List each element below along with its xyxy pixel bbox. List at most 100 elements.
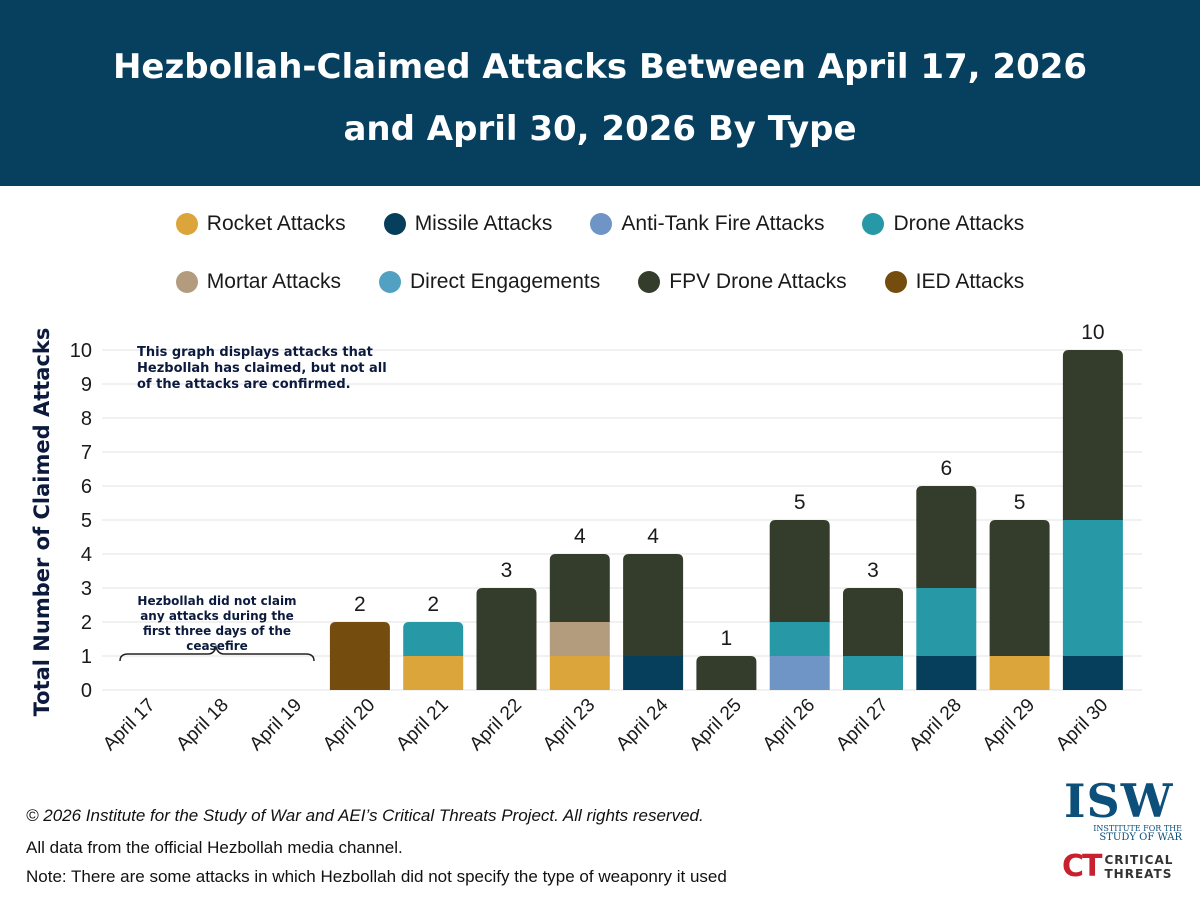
bar-segment-april-27-fpv-drone-attacks [843,588,903,656]
annotation-no-claims-note: Hezbollah did not claim any attacks durin… [137,594,296,653]
chart-title-line-1: Hezbollah-Claimed Attacks Between April … [112,47,1088,87]
bar-segment-april-24-fpv-drone-attacks [623,554,684,656]
legend-swatch-direct-engagements [378,271,401,293]
y-tick-label: 6 [81,476,92,498]
x-tick-label-april-23: April 23 [539,695,599,755]
legend-item-missile: Missile Attacks [383,212,552,236]
legend-item-fpv-drone: FPV Drone Attacks [638,270,847,294]
isw-logo-mark: ISW [1064,774,1174,828]
x-tick-label-april-19: April 19 [246,695,306,755]
bar-segment-april-24-missile-attacks [623,656,684,690]
y-tick-label: 10 [70,340,92,362]
bar-segment-april-23-mortar-attacks [549,622,610,656]
y-tick-label: 0 [81,680,92,702]
legend-swatch-mortar [175,271,198,293]
legend-item-anti-tank: Anti-Tank Fire Attacks [590,212,824,236]
legend-swatch-fpv-drone [638,271,661,293]
y-tick-label: 5 [81,510,92,532]
x-tick-label-april-22: April 22 [466,695,526,755]
isw-logo: ISW INSTITUTE FOR THE STUDY OF WAR [1064,774,1182,843]
chart-title-line-2: and April 30, 2026 By Type [343,109,857,149]
total-label-april-26: 5 [794,491,806,514]
bar-segment-april-20-ied-attacks [329,622,390,690]
legend-item-rocket: Rocket Attacks [175,212,346,236]
total-label-april-30: 10 [1081,321,1104,344]
gridlines [102,349,1142,691]
annotation-brace [119,644,315,662]
total-label-april-22: 3 [501,559,513,582]
bar-segment-april-26-fpv-drone-attacks [769,520,830,622]
x-tick-label-april-26: April 26 [759,695,819,755]
y-tick-label: 8 [81,408,92,430]
legend-label-mortar: Mortar Attacks [206,270,341,293]
bar-segment-april-30-missile-attacks [1062,656,1123,690]
bar-segment-april-30-drone-attacks [1062,520,1123,656]
legend-row-2: Mortar Attacks Direct Engagements FPV Dr… [0,270,1200,294]
bar-segment-april-29-fpv-drone-attacks [989,520,1050,656]
y-axis-ticks: 0 1 2 3 4 5 6 7 8 9 10 [70,340,92,702]
bars [329,350,1123,690]
bar-segment-april-28-drone-attacks [916,588,977,656]
critical-threats-logo: CT CRITICAL THREATS [1062,852,1173,882]
x-tick-label-april-28: April 28 [905,695,965,755]
x-tick-label-april-29: April 29 [979,695,1039,755]
legend-label-ied: IED Attacks [915,270,1025,293]
ct-logo-mark: CT [1062,849,1103,884]
x-tick-label-april-17: April 17 [99,695,159,755]
y-axis-label: Total Number of Claimed Attacks [30,328,54,717]
total-label-april-24: 4 [647,525,659,548]
annotation-unconfirmed-note: This graph displays attacks that Hezbolla… [137,345,387,392]
total-label-april-23: 4 [574,525,586,548]
legend-swatch-missile [383,213,406,235]
bar-segment-april-22-fpv-drone-attacks [476,588,537,690]
total-label-april-28: 6 [940,457,952,480]
footer-copyright: © 2026 Institute for the Study of War an… [26,806,704,825]
legend-swatch-rocket [175,213,198,235]
bar-segment-april-26-anti-tank-fire-attacks [769,656,830,690]
isw-logo-subtitle-2: STUDY OF WAR [1099,832,1182,843]
total-label-april-29: 5 [1014,491,1026,514]
chart-title: Hezbollah-Claimed Attacks Between April … [0,36,1200,160]
bar-segment-april-29-rocket-attacks [989,656,1050,690]
legend-swatch-ied [884,271,907,293]
bar-segment-april-23-fpv-drone-attacks [549,554,610,622]
legend-row-1: Rocket Attacks Missile Attacks Anti-Tank… [0,212,1200,236]
x-tick-label-april-18: April 18 [172,695,232,755]
ct-logo-line-2: THREATS [1104,867,1173,881]
legend-item-drone: Drone Attacks [862,212,1024,236]
total-label-april-25: 1 [721,627,733,650]
legend-item-mortar: Mortar Attacks [175,270,341,294]
legend-swatch-anti-tank [590,213,613,235]
footer-source: All data from the official Hezbollah med… [26,838,403,857]
bar-segment-april-27-drone-attacks [843,656,903,690]
footer-note: Note: There are some attacks in which He… [26,867,727,886]
y-tick-label: 4 [81,544,92,566]
bar-segment-april-21-rocket-attacks [403,656,464,690]
legend-label-rocket: Rocket Attacks [206,212,346,235]
total-label-april-20: 2 [354,593,366,616]
y-tick-label: 7 [81,442,92,464]
y-tick-label: 9 [81,374,92,396]
legend-item-ied: IED Attacks [884,270,1025,294]
title-banner: Hezbollah-Claimed Attacks Between April … [0,0,1200,186]
legend-item-direct-engagements: Direct Engagements [378,270,601,294]
x-tick-label-april-24: April 24 [612,694,673,755]
isw-logo-subtitle-1: INSTITUTE FOR THE [1093,824,1182,833]
bar-segment-april-30-fpv-drone-attacks [1062,350,1123,520]
bar-segment-april-21-drone-attacks [403,622,464,656]
x-tick-label-april-27: April 27 [832,695,892,755]
legend-label-anti-tank: Anti-Tank Fire Attacks [621,212,825,235]
bar-segment-april-26-drone-attacks [769,622,830,656]
bar-segment-april-23-rocket-attacks [549,656,610,690]
legend-label-direct-engagements: Direct Engagements [409,270,601,293]
legend-swatch-drone [862,213,885,235]
total-label-april-21: 2 [427,593,439,616]
y-tick-label: 1 [81,646,92,668]
x-tick-label-april-20: April 20 [319,695,379,755]
bar-total-labels: 2 2 3 4 4 1 5 3 6 5 10 [354,321,1105,650]
bar-segment-april-28-fpv-drone-attacks [916,486,977,588]
legend-label-fpv-drone: FPV Drone Attacks [669,270,847,293]
x-tick-label-april-25: April 25 [686,695,746,755]
y-tick-label: 2 [81,612,92,634]
